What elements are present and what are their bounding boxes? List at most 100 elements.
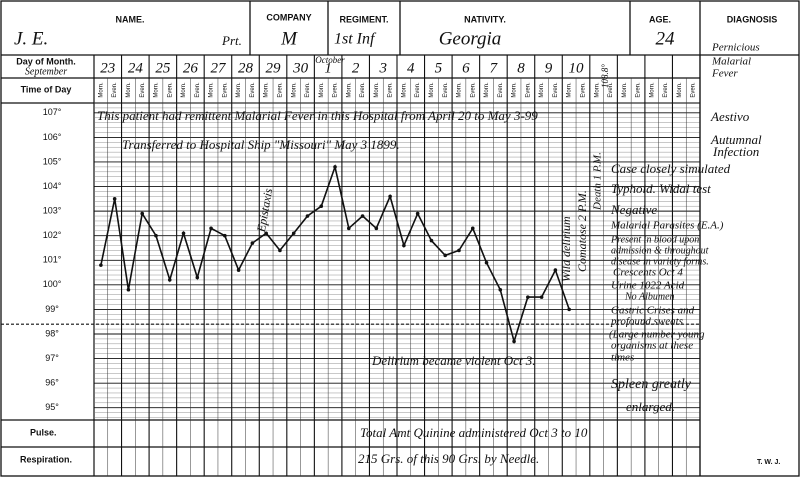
value: Prt. bbox=[221, 33, 242, 48]
time-label: Morn. bbox=[457, 82, 463, 98]
temperature-point bbox=[374, 226, 379, 231]
label: Pulse. bbox=[30, 427, 57, 437]
temperature-point bbox=[415, 211, 420, 216]
time-label: Even. bbox=[305, 82, 311, 98]
label: COMPANY bbox=[266, 12, 311, 22]
y-tick-label: 104° bbox=[43, 181, 62, 191]
temperature-point bbox=[195, 275, 200, 280]
x-tick-label: 29 bbox=[266, 60, 282, 76]
label: Time of Day bbox=[21, 84, 72, 94]
time-label: Morn. bbox=[346, 82, 352, 98]
time-label: Morn. bbox=[154, 82, 160, 98]
label: October bbox=[315, 55, 345, 65]
temperature-point bbox=[264, 231, 268, 236]
annotation: Autumnal bbox=[710, 132, 762, 147]
temperature-point bbox=[250, 241, 255, 245]
annotation: disease in variety forms. bbox=[611, 256, 709, 267]
temperature-point bbox=[567, 307, 571, 312]
value: Malarial bbox=[711, 56, 751, 68]
time-label: Even. bbox=[112, 82, 118, 98]
time-label: Even. bbox=[443, 82, 449, 98]
time-label: Even. bbox=[498, 82, 504, 98]
annotation: No Albumen bbox=[624, 291, 675, 302]
time-label: Morn. bbox=[484, 82, 490, 98]
temperature-point bbox=[291, 231, 296, 236]
annotation: Transferred to Hospital Ship "Missouri" … bbox=[122, 137, 400, 152]
time-label: Morn. bbox=[649, 82, 655, 98]
time-label: Morn. bbox=[319, 82, 325, 98]
time-label: Morn. bbox=[209, 82, 215, 98]
y-tick-label: 100° bbox=[43, 279, 62, 289]
annotation: times bbox=[611, 352, 634, 364]
annotation: profound sweats bbox=[610, 316, 683, 328]
value: J. E. bbox=[14, 28, 48, 49]
annotation: Gastric Crises and bbox=[611, 305, 695, 317]
temperature-point bbox=[223, 233, 227, 238]
x-tick-label: 6 bbox=[462, 60, 470, 76]
value: 24 bbox=[656, 28, 676, 49]
time-label: Morn. bbox=[512, 82, 518, 98]
x-tick-label: 27 bbox=[210, 60, 227, 76]
label: Day of Month. bbox=[16, 56, 76, 66]
x-tick-label: 28 bbox=[238, 60, 254, 76]
temperature-point bbox=[140, 211, 145, 216]
time-label: Even. bbox=[140, 82, 146, 98]
annotation: Comatose 2 P.M. bbox=[575, 190, 589, 272]
annotation: Crescents Oct 4 bbox=[613, 267, 683, 279]
y-tick-label: 95° bbox=[45, 402, 59, 412]
time-label: Even. bbox=[553, 82, 559, 98]
x-tick-label: 8 bbox=[517, 60, 525, 76]
time-label: Even. bbox=[167, 82, 173, 98]
x-tick-label: 25 bbox=[155, 60, 171, 76]
annotation: Wild delirium bbox=[559, 216, 573, 282]
y-tick-label: 103° bbox=[43, 205, 62, 215]
y-tick-label: 105° bbox=[43, 156, 62, 166]
temperature-point bbox=[319, 204, 324, 209]
x-tick-label: 1 bbox=[324, 60, 332, 76]
label: DIAGNOSIS bbox=[727, 14, 778, 24]
time-label: Morn. bbox=[264, 82, 270, 98]
temperature-point bbox=[278, 248, 282, 253]
time-label: Morn. bbox=[374, 82, 380, 98]
time-label: Even. bbox=[278, 82, 284, 98]
label: AGE. bbox=[649, 14, 671, 24]
annotation: T. W. J. bbox=[757, 459, 780, 466]
time-label: Even. bbox=[581, 82, 587, 98]
x-tick-label: 26 bbox=[183, 60, 199, 76]
label: NAME. bbox=[116, 14, 145, 24]
value: M bbox=[280, 28, 298, 49]
value: Georgia bbox=[439, 28, 502, 49]
y-tick-label: 107° bbox=[43, 107, 62, 117]
time-label: Even. bbox=[360, 82, 366, 98]
annotation: 215 Grs. of this 90 Grs. by Needle. bbox=[358, 451, 539, 466]
time-label: Even. bbox=[222, 82, 228, 98]
y-tick-label: 106° bbox=[43, 132, 62, 142]
temperature-point bbox=[126, 287, 131, 292]
time-label: Morn. bbox=[622, 82, 628, 98]
temperature-point bbox=[553, 268, 558, 272]
value: Fever bbox=[711, 68, 738, 80]
annotation: (Large number young bbox=[609, 329, 705, 341]
time-label: Morn. bbox=[181, 82, 187, 98]
annotation: Aestivo bbox=[710, 109, 750, 124]
annotation: Spleen greatly bbox=[611, 377, 692, 392]
annotation: Negative bbox=[610, 202, 657, 217]
temperature-point bbox=[333, 165, 337, 169]
time-label: Even. bbox=[636, 82, 642, 98]
time-label: Morn. bbox=[98, 82, 104, 98]
annotation: organisms at these bbox=[611, 340, 693, 352]
time-label: Morn. bbox=[291, 82, 297, 98]
x-tick-label: 5 bbox=[435, 60, 443, 76]
annotation: 108.8° bbox=[600, 64, 610, 88]
y-tick-label: 99° bbox=[45, 304, 59, 314]
time-label: Morn. bbox=[594, 82, 600, 98]
time-label: Morn. bbox=[401, 82, 407, 98]
y-tick-label: 97° bbox=[45, 353, 59, 363]
annotation: Death 1 P.M. bbox=[592, 152, 604, 211]
time-label: Even. bbox=[388, 82, 394, 98]
temperature-point bbox=[305, 214, 310, 218]
temperature-point bbox=[167, 278, 172, 282]
temperature-point bbox=[99, 263, 103, 267]
value: 1st Inf bbox=[334, 31, 377, 48]
